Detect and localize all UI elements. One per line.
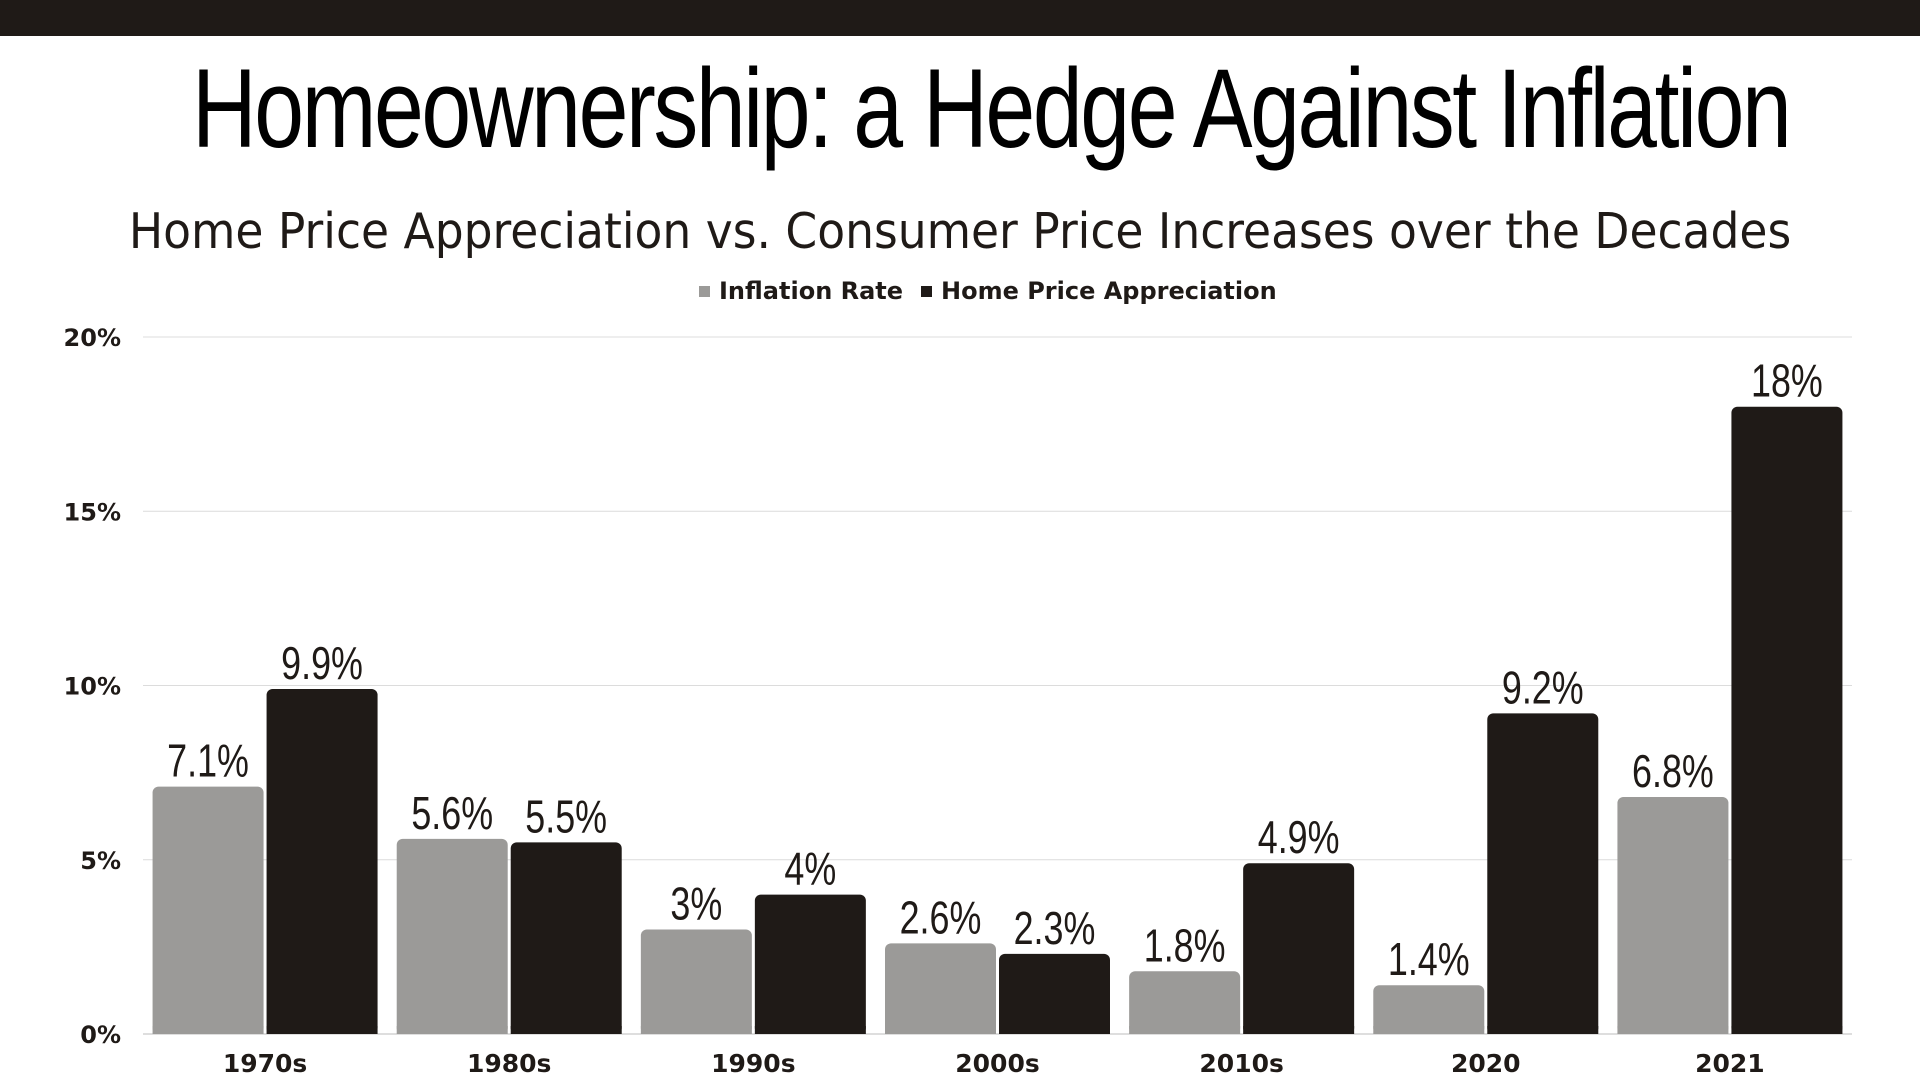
y-tick-label: 10% [64, 673, 121, 701]
bar [1373, 985, 1485, 1034]
bar-value-label: 4% [784, 843, 836, 894]
legend-swatch [699, 286, 710, 297]
bar-value-label: 1.4% [1388, 934, 1470, 985]
bar [1243, 863, 1355, 1034]
bar-base [510, 1026, 622, 1034]
bar-base [1487, 1026, 1599, 1034]
legend-label: Inflation Rate [719, 277, 903, 305]
bar-value-label: 1.8% [1144, 920, 1226, 971]
bar-base [396, 1026, 508, 1034]
legend-swatch [921, 286, 932, 297]
bar-base [1617, 1026, 1729, 1034]
bar-value-label: 18% [1751, 355, 1823, 406]
x-tick-label: 1970s [223, 1049, 307, 1078]
bar-base [266, 1026, 378, 1034]
bar-base [1373, 1026, 1485, 1034]
bar-base [754, 1026, 866, 1034]
bar [1487, 713, 1599, 1034]
bar-base [640, 1026, 752, 1034]
bar [396, 838, 508, 1034]
bar [754, 894, 866, 1034]
bar-base [1731, 1026, 1843, 1034]
chart-title: Homeownership: a Hedge Against Inflation [192, 46, 1792, 171]
x-tick-label: 2020 [1451, 1049, 1521, 1078]
bar [1617, 797, 1729, 1034]
bar [640, 929, 752, 1034]
top-banner-bar [0, 0, 1920, 36]
bar [1731, 406, 1843, 1034]
bar [885, 943, 996, 1034]
bar-value-label: 9.9% [281, 638, 363, 689]
bar-base [1129, 1026, 1241, 1034]
bar-base [152, 1026, 264, 1034]
bar-value-label: 3% [670, 878, 722, 929]
x-tick-label: 2000s [955, 1049, 1039, 1078]
bar [1129, 971, 1241, 1034]
x-tick-label: 2010s [1199, 1049, 1283, 1078]
bar [152, 786, 264, 1034]
bar [510, 842, 622, 1034]
bar-value-label: 2.3% [1014, 903, 1096, 954]
bar-value-label: 5.6% [411, 788, 493, 839]
bar-value-label: 2.6% [900, 892, 982, 943]
y-tick-label: 0% [80, 1021, 121, 1049]
bar-value-label: 9.2% [1502, 662, 1584, 713]
y-tick-label: 20% [64, 324, 121, 352]
bar-base [999, 1026, 1110, 1034]
bar [266, 688, 378, 1034]
bar-value-label: 6.8% [1632, 746, 1714, 797]
y-tick-label: 15% [64, 498, 121, 526]
x-tick-label: 1980s [467, 1049, 551, 1078]
bar-value-label: 5.5% [525, 791, 607, 842]
y-tick-label: 5% [80, 847, 121, 875]
bar-value-label: 4.9% [1258, 812, 1340, 863]
bar [999, 953, 1110, 1034]
chart-subtitle: Home Price Appreciation vs. Consumer Pri… [128, 203, 1792, 260]
bar-value-label: 7.1% [167, 735, 249, 786]
x-tick-label: 1990s [711, 1049, 795, 1078]
bar-base [885, 1026, 996, 1034]
bar-base [1243, 1026, 1355, 1034]
legend-label: Home Price Appreciation [941, 277, 1277, 305]
x-tick-label: 2021 [1695, 1049, 1765, 1078]
